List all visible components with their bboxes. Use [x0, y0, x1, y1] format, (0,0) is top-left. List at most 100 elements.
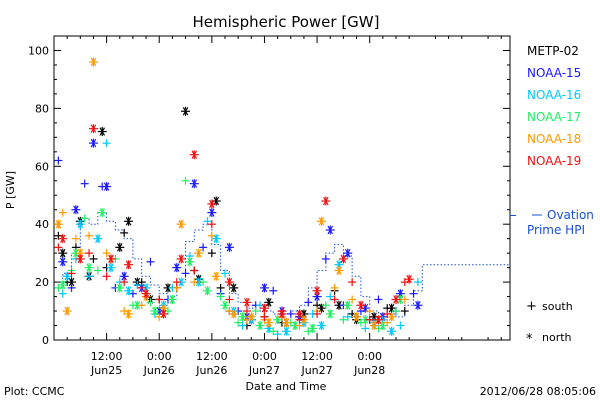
south-point	[80, 179, 89, 188]
south-point	[361, 324, 370, 333]
south-point	[269, 286, 278, 295]
north-point	[356, 300, 366, 310]
north-point	[343, 300, 353, 310]
south-point	[71, 234, 80, 243]
north-point	[202, 286, 212, 296]
north-point	[295, 309, 305, 319]
y-tick-label: 100	[28, 44, 49, 57]
north-point	[176, 219, 186, 229]
north-point	[167, 294, 177, 304]
south-point	[313, 309, 322, 318]
x-tick-time-label: 12:00	[196, 350, 228, 363]
south-point	[330, 283, 339, 292]
south-point	[365, 307, 374, 316]
south-point	[199, 243, 208, 252]
y-tick-label: 40	[35, 218, 49, 231]
north-point	[373, 315, 383, 325]
chart-title: Hemispheric Power [GW]	[193, 13, 380, 31]
south-point	[203, 217, 212, 226]
north-point	[189, 150, 199, 160]
north-point	[194, 248, 204, 258]
footer-timestamp: 2012/06/28 08:05:06	[480, 385, 596, 398]
south-point	[172, 278, 181, 287]
north-point	[124, 309, 134, 319]
x-tick-time-label: 12:00	[301, 350, 333, 363]
south-point	[89, 254, 98, 263]
north-point	[281, 318, 291, 328]
south-point	[251, 307, 260, 316]
north-point	[75, 254, 85, 264]
north-point	[316, 321, 326, 331]
ovation-step-line	[54, 212, 510, 318]
north-point	[277, 309, 287, 319]
north-point	[150, 306, 160, 316]
north-point	[106, 263, 116, 273]
north-point	[229, 283, 239, 293]
south-point	[85, 272, 94, 281]
north-point	[58, 257, 68, 267]
north-point	[325, 225, 335, 235]
north-point	[281, 326, 291, 336]
north-point	[316, 216, 326, 226]
north-point	[352, 312, 362, 322]
y-tick-label: 0	[42, 334, 49, 347]
x-tick-time-label: 0:00	[252, 350, 277, 363]
south-point	[242, 307, 251, 316]
north-point	[115, 283, 125, 293]
y-tick-label: 20	[35, 276, 49, 289]
south-point	[409, 289, 418, 298]
north-point	[334, 266, 344, 276]
south-point	[400, 295, 409, 304]
north-point	[124, 260, 134, 270]
north-point	[369, 321, 379, 331]
north-point	[88, 124, 98, 134]
south-point	[146, 257, 155, 266]
north-point	[189, 179, 199, 189]
north-point	[259, 283, 269, 293]
south-point	[343, 312, 352, 321]
north-point	[93, 234, 103, 244]
north-point	[325, 309, 335, 319]
south-point	[269, 327, 278, 336]
south-point	[102, 249, 111, 258]
south-point	[146, 298, 155, 307]
south-point	[67, 269, 76, 278]
south-point	[396, 321, 405, 330]
y-axis: 0 20 40 60 80 100	[28, 44, 510, 347]
north-point	[84, 263, 94, 273]
legend-entry: METP-02	[527, 44, 579, 58]
north-point	[124, 286, 134, 296]
symbol-legend: + south * north	[526, 299, 573, 347]
south-point	[102, 272, 111, 281]
south-point	[326, 292, 335, 301]
y-axis-label: P [GW]	[4, 171, 17, 209]
north-point	[224, 277, 234, 287]
south-point	[102, 139, 111, 148]
north-point	[308, 323, 318, 333]
south-point	[85, 249, 94, 258]
north-point	[404, 274, 414, 284]
south-point	[321, 301, 330, 310]
south-point	[190, 278, 199, 287]
south-point	[120, 228, 129, 237]
north-point	[242, 297, 252, 307]
north-point	[176, 254, 186, 264]
ovation-label-line2: Prime HPI	[527, 223, 585, 237]
north-point	[207, 199, 217, 209]
legend-entry: NOAA-18	[527, 132, 581, 146]
north-point	[264, 318, 274, 328]
north-point	[115, 242, 125, 252]
ovation-legend: Ovation Prime HPI	[527, 208, 594, 237]
north-point	[246, 312, 256, 322]
north-point	[62, 306, 72, 316]
x-tick-date-label: Jun27	[248, 364, 280, 377]
south-point	[225, 295, 234, 304]
north-point	[321, 196, 331, 206]
south-point	[190, 266, 199, 275]
south-point	[58, 208, 67, 217]
north-point	[97, 208, 107, 218]
south-point	[339, 315, 348, 324]
x-tick-time-label: 12:00	[91, 350, 123, 363]
